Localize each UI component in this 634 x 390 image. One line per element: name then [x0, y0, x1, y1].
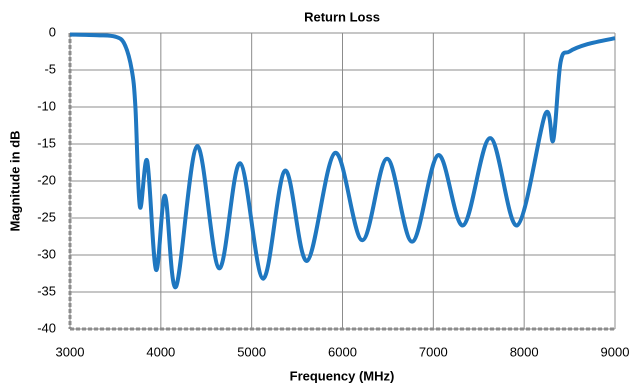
chart-title: Return Loss: [304, 9, 380, 24]
y-tick-label: -15: [37, 135, 56, 150]
y-tick-label: -5: [44, 61, 56, 76]
y-tick-label: -20: [37, 172, 56, 187]
x-tick-label: 3000: [56, 344, 85, 359]
y-tick-label: -10: [37, 98, 56, 113]
x-tick-label: 9000: [601, 344, 630, 359]
y-tick-label: -30: [37, 246, 56, 261]
x-tick-label: 5000: [237, 344, 266, 359]
y-tick-label: -35: [37, 283, 56, 298]
x-tick-label: 4000: [146, 344, 175, 359]
x-tick-label: 7000: [419, 344, 448, 359]
y-tick-label: -40: [37, 320, 56, 335]
x-axis-label: Frequency (MHz): [290, 368, 395, 383]
x-tick-label: 6000: [328, 344, 357, 359]
y-tick-label: -25: [37, 209, 56, 224]
y-tick-label: 0: [49, 24, 56, 39]
data-line: [69, 32, 616, 289]
x-tick-label: 8000: [510, 344, 539, 359]
y-axis-label: Magnitude in dB: [7, 130, 22, 231]
